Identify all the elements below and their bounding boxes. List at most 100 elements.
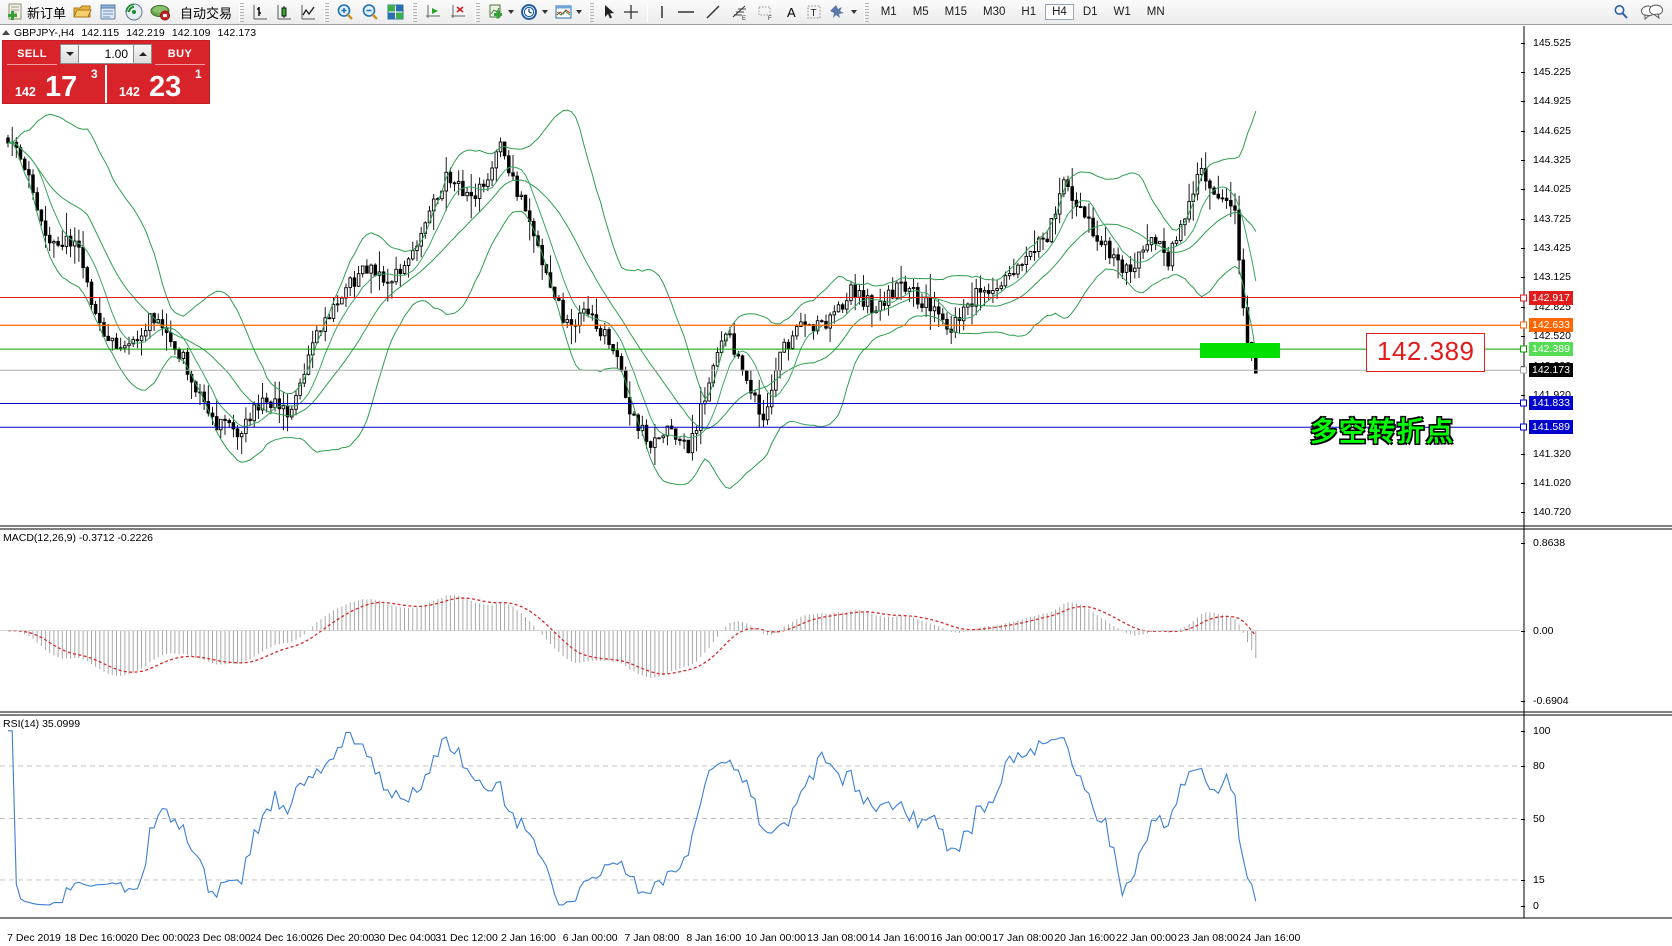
horizontal-line-button[interactable] [672,0,700,24]
zoom-out-button[interactable] [358,0,383,24]
text-label-button[interactable]: T [802,0,826,24]
price-zone-highlight [1200,343,1280,358]
candle-body [169,332,173,343]
zoom-in-icon [336,3,355,21]
line-chart-button[interactable] [296,0,320,24]
timeframe-d1[interactable]: D1 [1082,6,1098,18]
market-button[interactable] [147,0,174,24]
candle-body [557,297,561,301]
candle-body [991,290,995,294]
time-axis-label: 10 Jan 00:00 [745,932,806,944]
price-line-handle[interactable] [1520,399,1527,407]
timeframe-m1[interactable]: M1 [880,6,897,18]
price-axis-label: 143.425 [1533,241,1571,254]
indicators-chevron-down-icon[interactable] [508,10,515,14]
price-tag-142.173[interactable]: 142.173 [1529,363,1573,378]
new-order-button[interactable]: 新订单 [2,0,69,24]
timeframe-m15[interactable]: M15 [944,6,968,18]
trendline-button[interactable] [700,0,726,24]
candle-body [260,397,265,411]
price-line-handle[interactable] [1520,294,1527,302]
indicators-button[interactable] [484,0,517,24]
chart-grid-button[interactable] [383,0,408,24]
timeframe-h1[interactable]: H1 [1021,6,1037,18]
buy-button[interactable]: BUY [155,44,205,65]
price-line-handle[interactable] [1520,321,1527,329]
crosshair-button[interactable] [619,0,643,24]
price-axis-label: 141.020 [1533,476,1571,489]
time-axis-label: 20 Dec 00:00 [126,932,189,944]
symbol-name: GBPJPY-,H4 [14,26,75,39]
candle-body [173,341,177,351]
axis-tick [1521,542,1525,544]
fibonacci-button[interactable]: E [726,0,752,24]
autotrading-button[interactable]: 自动交易 [174,0,235,24]
candle-body [381,271,386,283]
cursor-button[interactable] [598,0,619,24]
vertical-line-button[interactable] [652,0,672,24]
shapes-chevron-down-icon[interactable] [850,10,857,14]
candle-body [840,304,845,310]
candle-body [1020,264,1024,266]
sell-button[interactable]: SELL [7,44,57,65]
price-axis-tick [1521,482,1525,484]
candle-body [1112,254,1116,259]
candle-body [356,273,361,287]
autoscroll-button[interactable] [421,0,446,24]
candle-body [223,418,227,421]
candle-body [1137,251,1141,269]
templates-button[interactable] [551,0,585,24]
candle-body [477,183,482,199]
templates-icon [554,3,573,21]
timeframe-w1[interactable]: W1 [1113,6,1131,18]
chartshift-button[interactable] [446,0,471,24]
price-tag-141.833[interactable]: 141.833 [1529,396,1573,411]
text-button[interactable]: A [778,0,802,24]
data-window-button[interactable] [95,0,121,24]
price-axis-tick [1521,453,1525,455]
rsi-axis-label-100: 100 [1533,724,1551,737]
candle-body [995,288,999,291]
fibonacci-icon: E [729,3,749,21]
timeframe-mn[interactable]: MN [1146,6,1165,18]
collapse-triangle-icon[interactable] [2,30,10,35]
price-tag-142.633[interactable]: 142.633 [1529,318,1573,333]
price-line-handle[interactable] [1520,366,1527,374]
timeframe-m5[interactable]: M5 [912,6,929,18]
volume-input[interactable]: 1.00 [79,44,133,64]
periods-button[interactable] [517,0,551,24]
expert-advisors-button[interactable] [69,0,95,24]
timeframe-h4[interactable]: H4 [1045,4,1074,20]
chat-icon[interactable] [1640,3,1664,21]
templates-chevron-down-icon[interactable] [576,10,583,14]
volume-increment-button[interactable] [133,44,152,64]
candle-body [740,355,745,372]
candle-body [494,151,499,169]
timeframe-m30[interactable]: M30 [983,6,1006,18]
shapes-button[interactable] [826,0,860,24]
volume-dropdown-button[interactable] [60,44,79,64]
candlestick-chart-button[interactable] [272,0,296,24]
candle-body [515,175,519,197]
price-tag-141.589[interactable]: 141.589 [1529,420,1573,435]
price-line-handle[interactable] [1520,423,1527,431]
buy-price[interactable]: 142 23 1 [107,65,209,103]
price-tag-142.917[interactable]: 142.917 [1529,290,1573,305]
candle-body [828,314,832,329]
channel-button[interactable]: F [752,0,778,24]
candle-body [586,308,590,315]
sell-price[interactable]: 142 17 3 [3,65,107,103]
candle-body [790,335,795,349]
volume-stepper[interactable]: 1.00 [60,44,152,64]
search-icon[interactable] [1612,3,1630,21]
signals-button[interactable] [121,0,147,24]
candle-body [102,322,106,337]
sell-price-big: 17 [45,71,78,103]
bar-chart-button[interactable] [248,0,272,24]
periods-chevron-down-icon[interactable] [542,10,549,14]
candle-body [1220,197,1225,200]
price-line-handle[interactable] [1520,345,1527,353]
price-tag-142.389[interactable]: 142.389 [1529,342,1573,357]
zoom-in-button[interactable] [333,0,358,24]
